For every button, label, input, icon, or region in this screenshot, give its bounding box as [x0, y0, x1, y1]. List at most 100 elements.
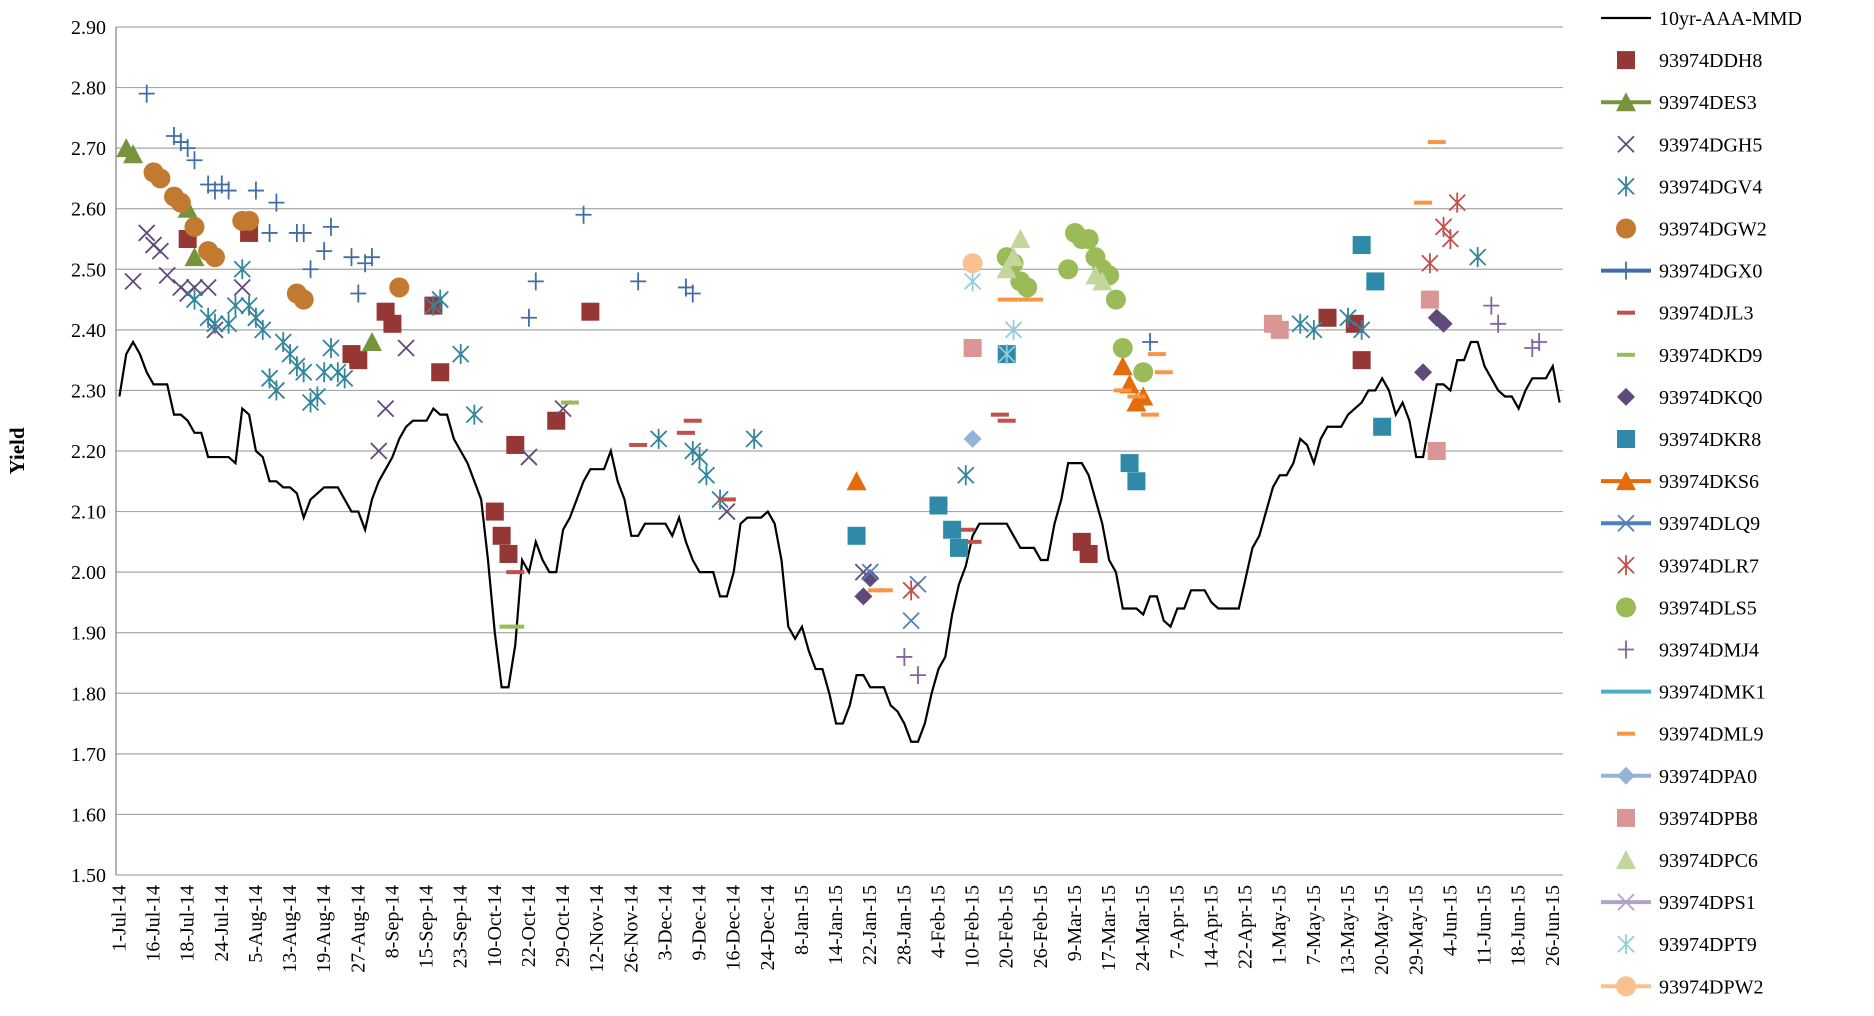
point — [996, 259, 1017, 279]
point — [186, 151, 203, 170]
x-tick-label: 24-Dec-14 — [757, 885, 779, 971]
legend-label: 93974DDH8 — [1659, 50, 1762, 72]
point — [629, 442, 648, 447]
x-tick-label: 26-Feb-15 — [1030, 885, 1052, 968]
point — [874, 588, 893, 593]
point — [370, 442, 388, 460]
x-tick-label: 27-Aug-14 — [347, 885, 369, 973]
y-tick-label: 2.90 — [71, 17, 106, 39]
point — [1352, 351, 1371, 370]
legend-label: 93974DKD9 — [1659, 345, 1762, 367]
point — [1339, 307, 1357, 328]
point — [151, 242, 170, 260]
x-tick-label: 19-Aug-14 — [313, 885, 335, 973]
legend-item: 93974DMK1 — [1601, 682, 1766, 704]
point — [909, 666, 926, 685]
point — [1366, 272, 1385, 291]
point — [963, 539, 982, 544]
point — [683, 418, 702, 423]
point — [962, 253, 983, 274]
x-tick-label: 14-Apr-15 — [1200, 885, 1222, 969]
legend-marker — [1617, 934, 1635, 955]
point — [963, 271, 982, 292]
point — [1483, 296, 1500, 315]
point — [1427, 442, 1446, 460]
point — [343, 248, 360, 267]
point — [322, 338, 340, 359]
x-tick-label: 22-Jan-15 — [859, 885, 881, 965]
point — [295, 362, 313, 383]
legend-item: 93974DPA0 — [1601, 766, 1757, 788]
x-tick-label: 4-Feb-15 — [927, 885, 949, 958]
point — [281, 344, 299, 365]
point — [1142, 332, 1159, 351]
point — [963, 339, 982, 358]
legend-item: 93974DDH8 — [1617, 50, 1762, 72]
point — [1141, 412, 1160, 417]
x-tick-label: 8-Sep-14 — [381, 885, 403, 958]
legend-item: 93974DGV4 — [1617, 176, 1762, 198]
point — [697, 465, 716, 486]
x-tick-label: 29-May-15 — [1405, 885, 1427, 975]
x-tick-label: 28-Jan-15 — [893, 885, 915, 965]
point — [581, 302, 600, 321]
point — [206, 313, 224, 334]
point — [1058, 259, 1079, 280]
legend-label: 93974DGV4 — [1659, 176, 1762, 198]
point — [847, 526, 866, 545]
point — [1017, 277, 1038, 298]
legend-item: 93974DKQ0 — [1617, 387, 1762, 409]
point — [233, 259, 251, 280]
legend-marker — [1618, 640, 1634, 659]
y-tick-label: 2.70 — [71, 138, 106, 160]
point — [676, 430, 695, 435]
legend-marker — [1617, 731, 1635, 736]
point — [957, 465, 975, 486]
point — [465, 404, 483, 425]
legend-item: 93974DKS6 — [1601, 471, 1759, 493]
x-tick-label: 22-Oct-14 — [518, 885, 540, 967]
point — [383, 314, 402, 333]
point — [1127, 472, 1146, 491]
point — [316, 242, 333, 261]
legend-marker — [1617, 766, 1635, 785]
legend-item: 93974DPT9 — [1617, 934, 1757, 956]
point — [1025, 297, 1044, 302]
point — [630, 272, 647, 291]
y-tick-label: 1.50 — [71, 865, 106, 887]
x-tick-label: 16-Dec-14 — [723, 885, 745, 971]
point — [184, 216, 205, 237]
point — [1531, 332, 1548, 351]
point — [261, 223, 278, 242]
x-tick-label: 22-Apr-15 — [1235, 885, 1257, 969]
legend-label: 93974DPS1 — [1659, 892, 1756, 914]
x-tick-label: 20-May-15 — [1371, 885, 1393, 975]
y-tick-label: 2.40 — [71, 320, 106, 342]
point — [520, 448, 538, 466]
point — [185, 278, 204, 297]
x-tick-label: 5-Aug-14 — [245, 885, 267, 963]
point — [506, 624, 525, 629]
legend-label: 93974DKR8 — [1659, 429, 1761, 451]
point — [1105, 289, 1126, 310]
point — [302, 260, 319, 279]
point — [499, 544, 518, 563]
legend-item: 93974DLQ9 — [1601, 513, 1760, 535]
point — [158, 266, 176, 284]
point — [452, 344, 470, 365]
point — [233, 278, 251, 297]
x-tick-label: 20-Feb-15 — [996, 885, 1018, 968]
point — [1010, 229, 1031, 248]
legend-label: 93974DLS5 — [1659, 597, 1757, 619]
legend-label: 93974DJL3 — [1659, 303, 1753, 325]
x-tick-label: 17-Mar-15 — [1098, 885, 1120, 971]
point — [949, 538, 968, 557]
legend-label: 93974DMK1 — [1659, 682, 1766, 704]
legend-label: 93974DKQ0 — [1659, 387, 1762, 409]
point — [1420, 290, 1439, 309]
legend-label: 93974DPT9 — [1659, 934, 1757, 956]
legend-marker — [1617, 555, 1635, 576]
point — [1469, 247, 1487, 268]
legend-label: 93974DGW2 — [1659, 219, 1767, 241]
point — [1414, 363, 1433, 382]
